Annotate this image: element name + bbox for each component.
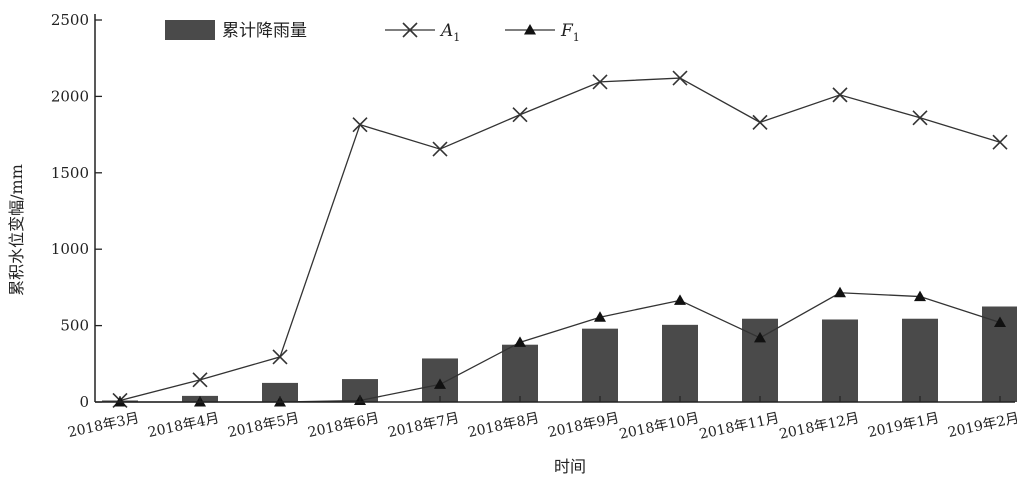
x-tick-label-1: 2018年3月: [67, 410, 141, 441]
series-2-point-5: [434, 378, 446, 389]
bar-3: [262, 382, 298, 402]
series-1-point-12: [992, 134, 1008, 150]
y-tick-label-1: 0: [79, 393, 89, 411]
series-1-point-8: [672, 70, 688, 86]
x-tick-label-4: 2018年6月: [307, 410, 381, 441]
y-axis: 0 500 1000 1500 2000 2500: [51, 11, 102, 411]
series-1-point-4: [352, 117, 368, 133]
series-2-point-10: [834, 286, 846, 298]
series-line-1: [119, 77, 1001, 402]
series-2-point-8: [674, 294, 686, 305]
plot-area: [102, 70, 1017, 409]
series-1-point-10: [832, 87, 848, 103]
x-tick-label-7: 2018年9月: [547, 410, 621, 441]
legend-label-2: F1: [560, 21, 580, 44]
y-tick-label-5: 2000: [51, 87, 89, 105]
y-tick-label-4: 1500: [51, 164, 89, 182]
series-1-point-5: [432, 141, 448, 157]
y-tick-label-3: 1000: [51, 240, 89, 258]
series-2-point-11: [914, 290, 926, 302]
legend: 累计降雨量 A1 F1: [165, 20, 580, 44]
legend-marker-2: [524, 24, 536, 35]
legend-subscript-2: 1: [573, 31, 580, 44]
series-2-point-12: [994, 316, 1006, 328]
series-1-point-11: [912, 110, 928, 126]
legend-label-bars: 累计降雨量: [222, 21, 307, 41]
series-1-point-2: [192, 372, 208, 388]
series-1-point-3: [272, 349, 288, 365]
series-1-point-9: [752, 114, 768, 130]
series-line-2: [120, 292, 1001, 403]
x-tick-label-8: 2018年10月: [618, 410, 701, 443]
legend-item-2: F1: [505, 21, 580, 44]
legend-item-1: A1: [385, 21, 460, 44]
legend-subscript-1: 1: [453, 31, 460, 44]
x-tick-label-12: 2019年2月: [947, 410, 1017, 441]
series-1-point-6: [512, 107, 528, 123]
y-tick-label-6: 2500: [51, 11, 89, 29]
bar-8: [662, 324, 698, 402]
x-tick-label-6: 2018年8月: [467, 410, 541, 441]
y-tick-label-2: 500: [60, 317, 89, 335]
bar-10: [822, 319, 858, 402]
bar-6: [502, 344, 538, 402]
bar-7: [582, 328, 618, 402]
x-tick-label-9: 2018年11月: [698, 410, 781, 443]
x-tick-label-3: 2018年5月: [227, 410, 301, 441]
x-axis-label: 时间: [554, 457, 586, 476]
x-tick-label-10: 2018年12月: [778, 410, 861, 443]
x-tick-label-2: 2018年4月: [147, 410, 221, 441]
x-tick-label-11: 2019年1月: [867, 410, 941, 441]
bar-11: [902, 318, 938, 402]
legend-marker-1: [402, 22, 418, 38]
bar-4: [342, 379, 378, 402]
x-tick-label-5: 2018年7月: [387, 410, 461, 441]
legend-swatch-bars: [165, 20, 215, 40]
series-1-point-7: [592, 74, 608, 90]
series-2-point-6: [514, 336, 526, 347]
x-axis: 2018年3月 2018年4月 2018年5月 2018年6月 2018年7月 2018年…: [67, 396, 1017, 443]
series-2-point-9: [754, 331, 766, 343]
series-2-point-7: [594, 311, 606, 322]
legend-label-1: A1: [439, 21, 460, 44]
y-axis-label: 累积水位变幅/mm: [7, 164, 26, 296]
